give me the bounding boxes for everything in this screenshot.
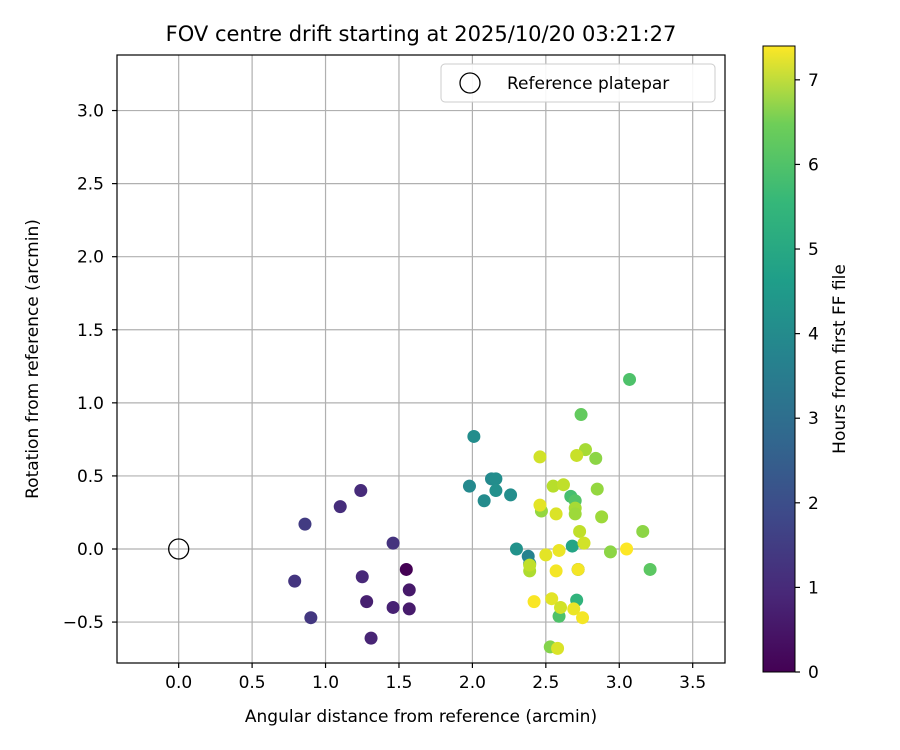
x-tick-label: 1.0 xyxy=(312,673,339,693)
data-point xyxy=(304,611,318,625)
y-tick-label: 2.5 xyxy=(77,175,104,195)
data-point xyxy=(360,595,374,609)
colorbar-gradient xyxy=(762,45,796,673)
data-point xyxy=(386,536,400,550)
data-point xyxy=(546,479,560,493)
y-tick-label: 0.5 xyxy=(77,467,104,487)
colorbar-tick-label: 3 xyxy=(808,409,819,429)
x-tick-label: 1.5 xyxy=(385,673,412,693)
data-point xyxy=(527,595,541,609)
legend-label: Reference platepar xyxy=(507,74,669,94)
data-point xyxy=(402,602,416,616)
data-point xyxy=(364,631,378,645)
data-point xyxy=(533,498,547,512)
y-tick-label: 3.0 xyxy=(77,102,104,122)
x-axis-ticks: 0.0 0.5 1.0 1.5 2.0 2.5 3.0 3.5 xyxy=(165,663,706,693)
y-tick-label: 1.5 xyxy=(77,321,104,341)
data-point xyxy=(504,488,518,502)
data-point xyxy=(595,510,609,524)
chart-title: FOV centre drift starting at 2025/10/20 … xyxy=(166,22,677,46)
data-points xyxy=(168,372,657,655)
data-point xyxy=(565,539,579,553)
x-tick-label: 0.5 xyxy=(239,673,266,693)
y-tick-label: 1.0 xyxy=(77,394,104,414)
data-point xyxy=(556,478,570,492)
x-tick-label: 2.5 xyxy=(532,673,559,693)
data-point xyxy=(590,482,604,496)
x-tick-label: 3.0 xyxy=(606,673,633,693)
x-axis-label: Angular distance from reference (arcmin) xyxy=(245,707,597,727)
y-tick-label: 2.0 xyxy=(77,248,104,268)
data-point xyxy=(576,611,590,625)
colorbar-tick-label: 6 xyxy=(808,155,819,175)
colorbar-tick-label: 1 xyxy=(808,578,819,598)
data-point xyxy=(462,479,476,493)
data-point xyxy=(620,542,634,556)
data-point xyxy=(643,562,657,576)
data-point xyxy=(386,600,400,614)
data-point xyxy=(545,592,559,606)
data-point xyxy=(623,372,637,386)
x-tick-label: 3.5 xyxy=(679,673,706,693)
data-point xyxy=(571,562,585,576)
data-point xyxy=(549,564,563,578)
data-point xyxy=(539,548,553,562)
data-point xyxy=(551,641,565,655)
reference-marker xyxy=(168,538,190,560)
colorbar-tick-label: 5 xyxy=(808,240,819,260)
colorbar-label: Hours from first FF file xyxy=(830,264,850,454)
data-point xyxy=(554,600,568,614)
colorbar-tick-label: 0 xyxy=(808,663,819,683)
data-point xyxy=(574,408,588,422)
legend: Reference platepar xyxy=(440,63,716,103)
data-point xyxy=(552,543,566,557)
data-point xyxy=(477,494,491,508)
colorbar-tick-label: 7 xyxy=(808,71,819,91)
legend-marker-icon xyxy=(459,72,481,94)
data-point xyxy=(509,542,523,556)
data-point xyxy=(354,484,368,498)
data-point xyxy=(549,507,563,521)
grid xyxy=(117,55,725,663)
data-point xyxy=(298,517,312,531)
data-point xyxy=(568,507,582,521)
data-point xyxy=(603,545,617,559)
data-point xyxy=(333,500,347,514)
data-point xyxy=(577,536,591,550)
data-point xyxy=(399,562,413,576)
colorbar-tick-label: 2 xyxy=(808,494,819,514)
data-point xyxy=(489,472,503,486)
data-point xyxy=(355,570,369,584)
data-point xyxy=(523,558,537,572)
data-point xyxy=(467,429,481,443)
colorbar: 0 1 2 3 4 5 6 7 Hours from first FF file xyxy=(762,45,850,683)
data-point xyxy=(573,524,587,538)
x-tick-label: 0.0 xyxy=(165,673,192,693)
plot-frame xyxy=(116,54,726,664)
y-axis-label: Rotation from reference (arcmin) xyxy=(23,219,43,499)
data-point xyxy=(636,524,650,538)
data-point xyxy=(288,574,302,588)
y-tick-label: −0.5 xyxy=(63,613,104,633)
y-axis-ticks: −0.5 0.0 0.5 1.0 1.5 2.0 2.5 3.0 xyxy=(63,102,117,633)
colorbar-tick-label: 4 xyxy=(808,325,819,345)
data-point xyxy=(533,450,547,464)
legend-box xyxy=(440,63,716,103)
data-point xyxy=(567,602,581,616)
y-tick-label: 0.0 xyxy=(77,540,104,560)
data-point xyxy=(402,583,416,597)
data-point xyxy=(570,448,584,462)
colorbar-ticks: 0 1 2 3 4 5 6 7 xyxy=(795,71,819,683)
x-tick-label: 2.0 xyxy=(459,673,486,693)
data-point xyxy=(489,484,503,498)
data-point xyxy=(589,451,603,465)
